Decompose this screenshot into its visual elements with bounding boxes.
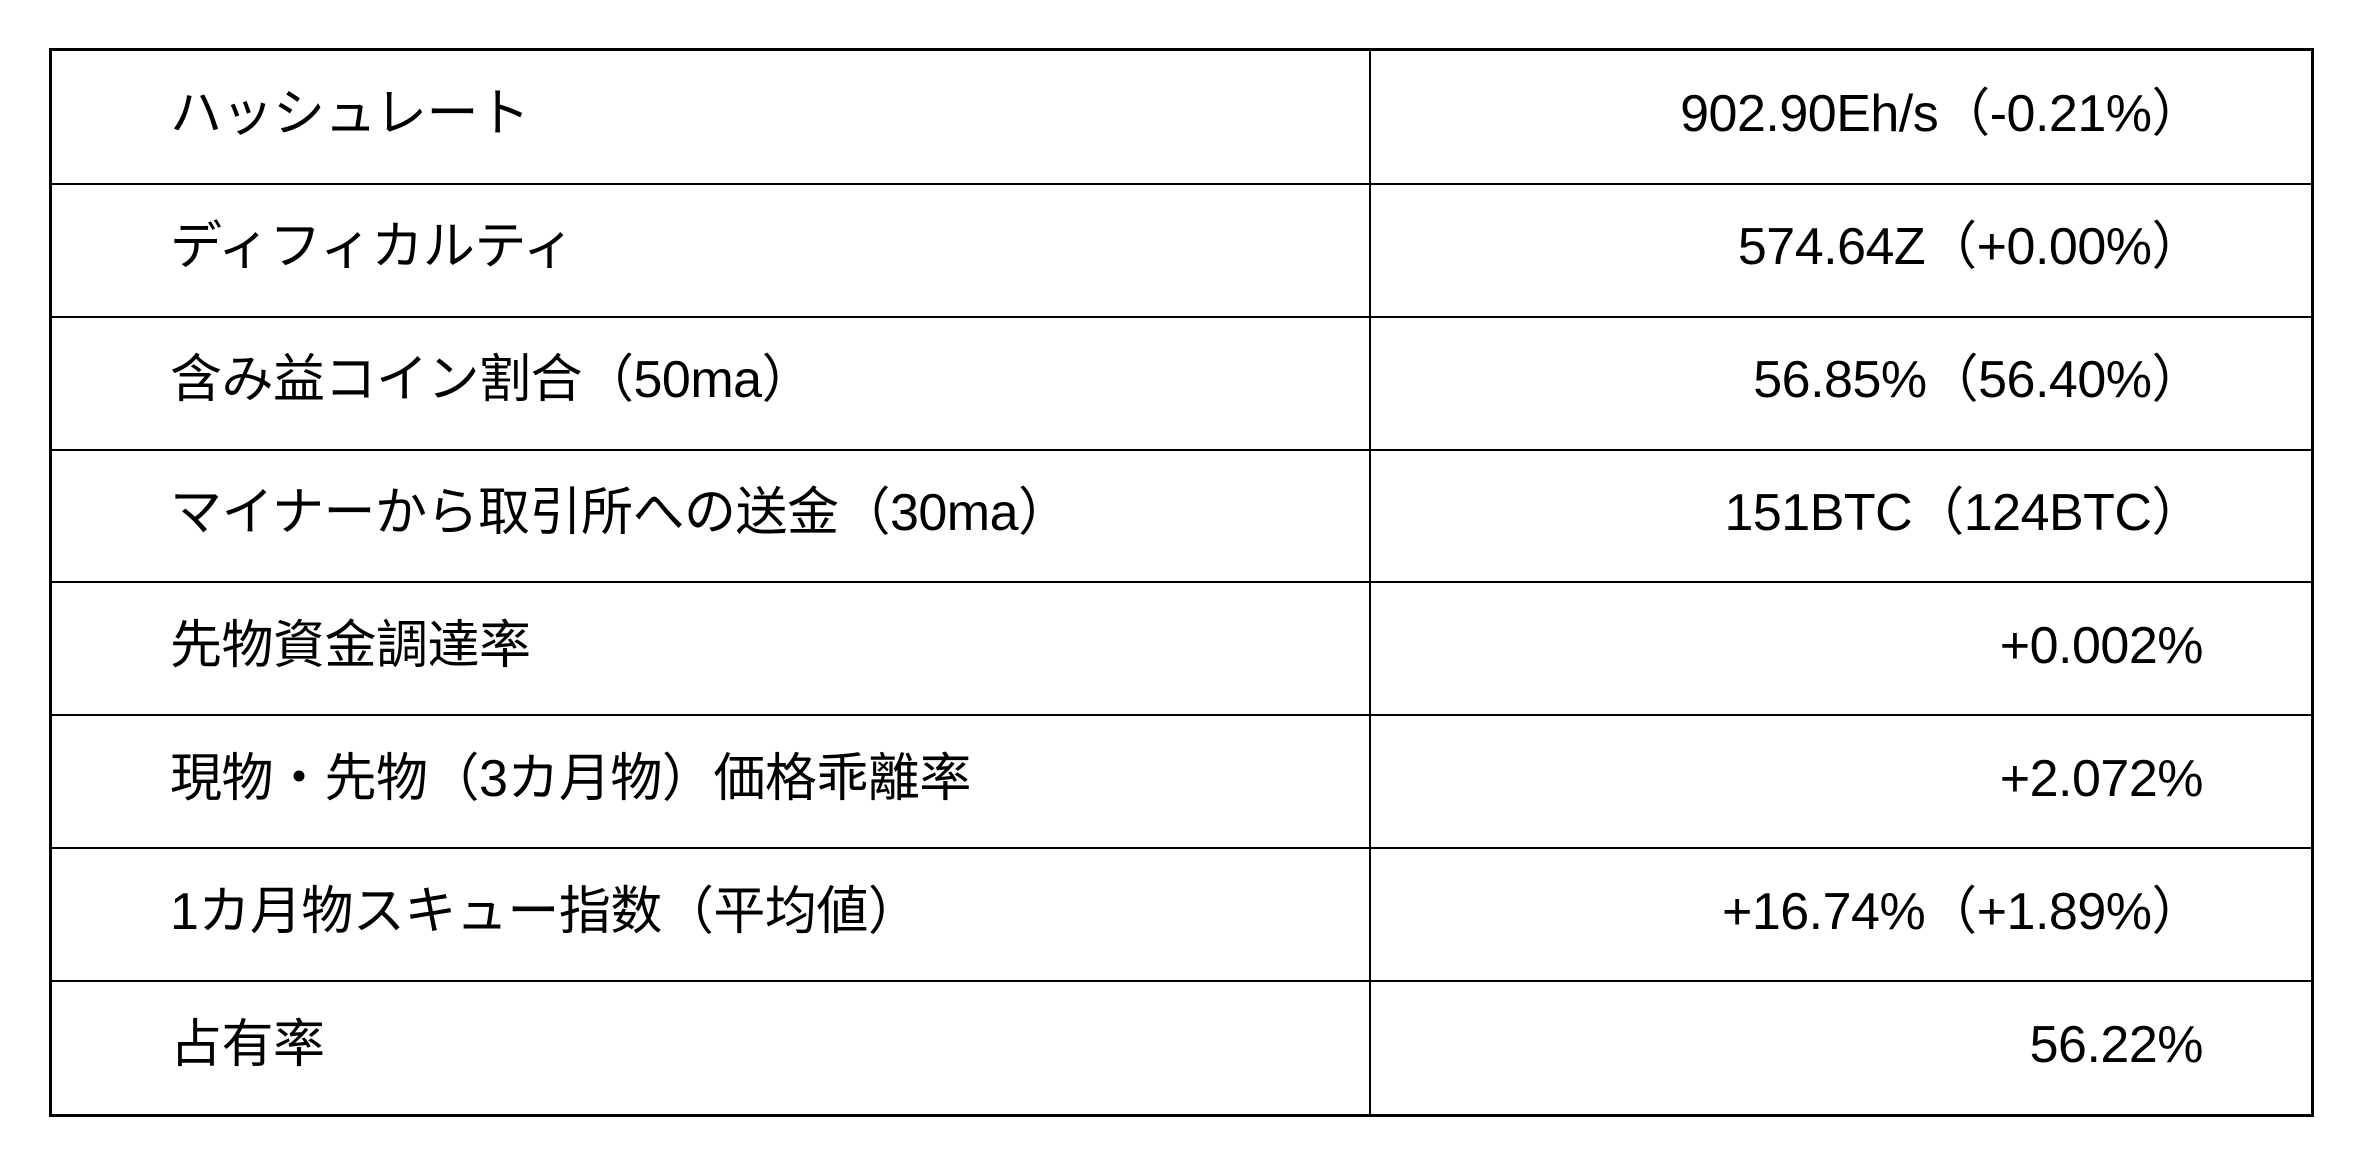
metric-value: 56.85%（56.40%） bbox=[1369, 315, 2314, 451]
metric-label: 1カ月物スキュー指数（平均値） bbox=[49, 847, 1371, 983]
metric-value: +16.74%（+1.89%） bbox=[1369, 847, 2314, 983]
metric-value: 56.22% bbox=[1369, 980, 2314, 1117]
metric-label: ハッシュレート bbox=[49, 48, 1371, 185]
table-row-skew-index: 1カ月物スキュー指数（平均値） +16.74%（+1.89%） bbox=[49, 847, 2314, 983]
crypto-metrics-table: ハッシュレート 902.90Eh/s（-0.21%） ディフィカルティ 574.… bbox=[49, 48, 2314, 1117]
metric-value: +2.072% bbox=[1369, 714, 2314, 850]
table-row-funding-rate: 先物資金調達率 +0.002% bbox=[49, 581, 2314, 717]
metric-label: ディフィカルティ bbox=[49, 182, 1371, 318]
metric-label: 現物・先物（3カ月物）価格乖離率 bbox=[49, 714, 1371, 850]
table-row-profit-coin-ratio: 含み益コイン割合（50ma） 56.85%（56.40%） bbox=[49, 315, 2314, 451]
table-body: ハッシュレート 902.90Eh/s（-0.21%） ディフィカルティ 574.… bbox=[49, 48, 2314, 1117]
metric-label: 占有率 bbox=[49, 980, 1371, 1117]
metric-value: 574.64Z（+0.00%） bbox=[1369, 182, 2314, 318]
metric-value: +0.002% bbox=[1369, 581, 2314, 717]
metric-label: 先物資金調達率 bbox=[49, 581, 1371, 717]
table-row-hashrate: ハッシュレート 902.90Eh/s（-0.21%） bbox=[49, 48, 2314, 185]
metric-label: マイナーから取引所への送金（30ma） bbox=[49, 448, 1371, 584]
metric-value: 902.90Eh/s（-0.21%） bbox=[1369, 48, 2314, 185]
metric-value: 151BTC（124BTC） bbox=[1369, 448, 2314, 584]
metric-label: 含み益コイン割合（50ma） bbox=[49, 315, 1371, 451]
table-row-miner-to-exchange: マイナーから取引所への送金（30ma） 151BTC（124BTC） bbox=[49, 448, 2314, 584]
table-row-spot-futures-divergence: 現物・先物（3カ月物）価格乖離率 +2.072% bbox=[49, 714, 2314, 850]
table-row-difficulty: ディフィカルティ 574.64Z（+0.00%） bbox=[49, 182, 2314, 318]
table-row-dominance: 占有率 56.22% bbox=[49, 980, 2314, 1117]
